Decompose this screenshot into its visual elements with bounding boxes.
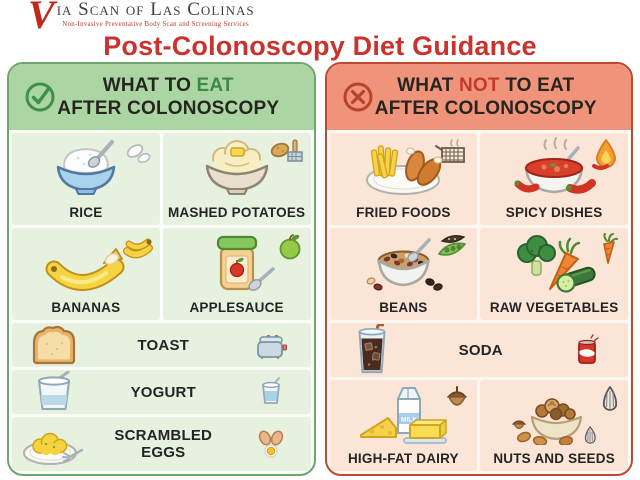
nuts-bowl-icon <box>508 383 600 445</box>
eat-highlight: EAT <box>196 74 234 96</box>
brand-tagline: Non-Invasive Preventative Body Scan and … <box>62 21 249 28</box>
food-label-scrambled-eggs: SCRAMBLED EGGS <box>114 427 213 461</box>
eat-panel-body: RICE <box>9 130 314 474</box>
food-label-applesauce: APPLESAUCE <box>189 300 284 315</box>
cola-glass-icon <box>330 324 414 376</box>
beans-bowl-icon <box>359 231 447 293</box>
pea-pod-icon <box>436 233 470 261</box>
not-highlight: NOT <box>459 74 500 96</box>
fryer-basket-icon <box>434 138 470 168</box>
panels-row: WHAT TO EAT AFTER COLONOSCOPY <box>0 62 640 476</box>
raw-vegetables-icon <box>510 231 598 293</box>
food-cell-scrambled-eggs: SCRAMBLED EGGS <box>12 417 311 471</box>
food-cell-soda: SODA <box>329 323 628 377</box>
food-cell-beans: BEANS <box>329 228 478 320</box>
green-apple-icon <box>276 233 304 261</box>
avoid-panel-body: FRIED FOODS <box>327 130 632 474</box>
food-cell-yogurt: YOGURT <box>12 370 311 414</box>
food-cell-applesauce: APPLESAUCE <box>162 228 311 320</box>
milk-carton-text: MILK <box>401 417 417 424</box>
dairy-products-icon: MILK <box>356 383 450 445</box>
eat-panel: WHAT TO EAT AFTER COLONOSCOPY <box>7 62 316 476</box>
toaster-icon <box>231 329 311 361</box>
food-cell-rice: RICE <box>12 133 160 225</box>
food-label-nuts-and-seeds: NUTS AND SEEDS <box>493 451 615 466</box>
food-cell-mashed-potatoes: MASHED POTATOES <box>162 133 311 225</box>
page-header: V ia Scan of Las Colinas Non-Invasive Pr… <box>0 0 640 62</box>
spicy-soup-bowl-icon <box>510 136 598 198</box>
fried-chicken-fries-plate-icon <box>359 136 447 198</box>
avoid-panel-header: WHAT NOT TO EAT AFTER COLONOSCOPY <box>326 64 631 130</box>
brand-v-mark: V <box>28 0 55 37</box>
acorn-icon <box>444 385 470 415</box>
small-carrot-icon <box>599 233 621 265</box>
eat-panel-heading: WHAT TO EAT AFTER COLONOSCOPY <box>57 74 280 119</box>
sunflower-seed-icon <box>599 385 621 417</box>
yogurt-cup-icon <box>12 371 96 413</box>
food-label-toast: TOAST <box>137 336 190 354</box>
food-cell-raw-vegetables: RAW VEGETABLES <box>480 228 628 320</box>
food-label-fried-foods: FRIED FOODS <box>356 205 451 220</box>
food-cell-high-fat-dairy: MILK HIGH-FAT DAIRY <box>329 380 478 471</box>
soda-can-icon <box>548 334 628 366</box>
check-circle-icon <box>22 79 58 115</box>
rice-bowl-icon <box>42 136 130 196</box>
potato-masher-icon <box>270 138 304 168</box>
page-title: Post-Colonoscopy Diet Guidance <box>103 31 537 61</box>
food-label-spicy-dishes: SPICY DISHES <box>505 205 603 220</box>
scrambled-eggs-plate-icon <box>12 422 96 466</box>
yogurt-cup-small-icon <box>231 377 311 407</box>
food-label-soda: SODA <box>458 341 503 359</box>
food-label-high-fat-dairy: HIGH-FAT DAIRY <box>347 451 459 466</box>
food-label-rice: RICE <box>69 205 103 220</box>
food-label-bananas: BANANAS <box>51 300 121 315</box>
brand-name: ia Scan of Las Colinas <box>56 0 255 20</box>
flame-icon <box>591 138 621 170</box>
food-cell-spicy-dishes: SPICY DISHES <box>480 133 628 225</box>
cracked-egg-icon <box>231 429 311 459</box>
toast-slice-icon <box>12 324 96 366</box>
food-label-beans: BEANS <box>379 300 428 315</box>
banana-bunch-icon <box>122 233 153 261</box>
food-cell-toast: TOAST <box>12 323 311 367</box>
food-cell-nuts-and-seeds: NUTS AND SEEDS <box>480 380 628 471</box>
brand-logo: V ia Scan of Las Colinas Non-Invasive Pr… <box>28 0 255 37</box>
food-label-mashed-potatoes: MASHED POTATOES <box>167 205 306 220</box>
food-cell-fried-foods: FRIED FOODS <box>329 133 478 225</box>
avoid-panel: WHAT NOT TO EAT AFTER COLONOSCOPY <box>324 62 633 476</box>
food-label-yogurt: YOGURT <box>130 383 196 401</box>
rice-grains-icon <box>123 138 153 168</box>
avoid-panel-heading: WHAT NOT TO EAT AFTER COLONOSCOPY <box>374 74 597 119</box>
food-label-raw-vegetables: RAW VEGETABLES <box>489 300 619 315</box>
peeled-banana-icon <box>42 231 130 291</box>
food-cell-bananas: BANANAS <box>12 228 160 320</box>
mashed-potatoes-bowl-icon <box>193 136 281 196</box>
eat-panel-header: WHAT TO EAT AFTER COLONOSCOPY <box>9 64 314 130</box>
x-circle-icon <box>340 79 376 115</box>
applesauce-jar-icon <box>193 231 281 293</box>
